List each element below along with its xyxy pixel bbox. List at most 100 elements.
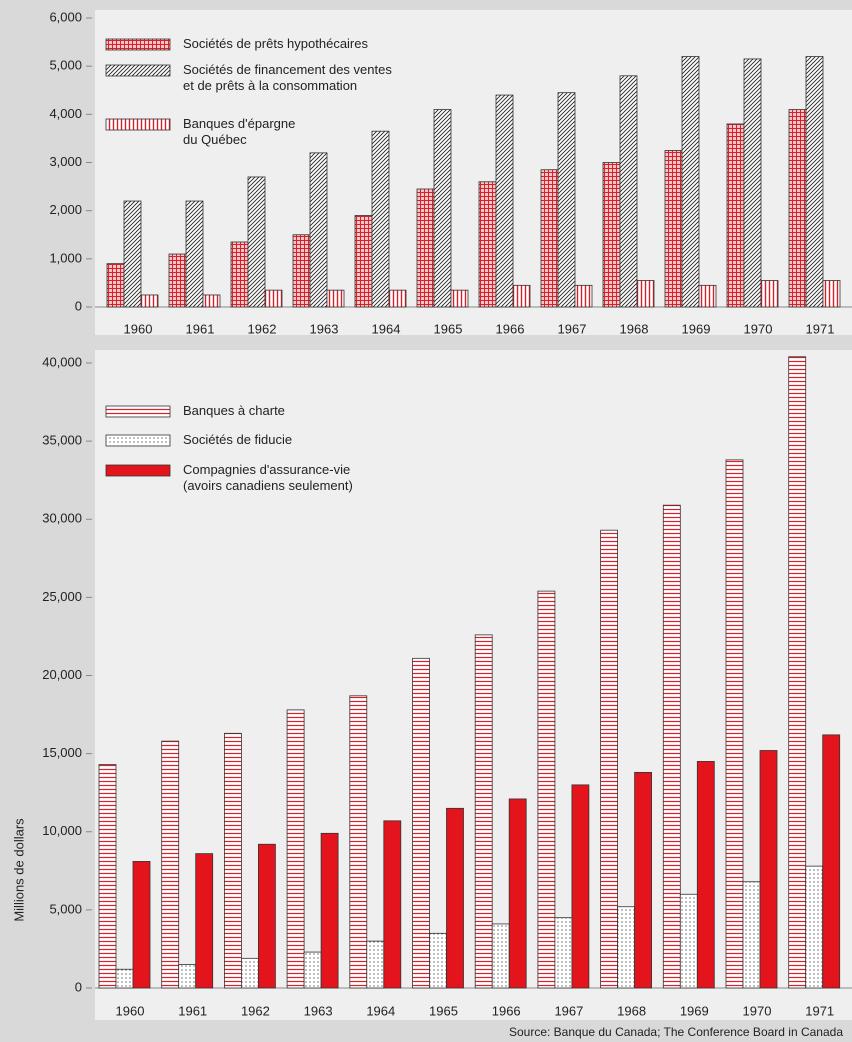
bar bbox=[168, 253, 187, 308]
x-tick-label: 1971 bbox=[806, 321, 835, 336]
y-tick-label: 3,000 bbox=[49, 154, 82, 169]
bar bbox=[223, 732, 242, 989]
y-tick-label: 1,000 bbox=[49, 250, 82, 265]
y-tick-label: 5,000 bbox=[49, 58, 82, 73]
y-tick-label: 6,000 bbox=[49, 9, 82, 24]
y-tick-label: 0 bbox=[75, 979, 82, 994]
x-tick-label: 1966 bbox=[492, 1003, 521, 1018]
legend-swatch bbox=[105, 434, 171, 447]
x-tick-label: 1969 bbox=[682, 321, 711, 336]
bar bbox=[495, 94, 514, 308]
bar bbox=[320, 832, 339, 989]
bar bbox=[383, 820, 402, 989]
bar bbox=[433, 109, 452, 308]
bar bbox=[429, 932, 447, 989]
x-tick-label: 1967 bbox=[554, 1003, 583, 1018]
bar bbox=[696, 761, 715, 989]
bar bbox=[512, 284, 531, 308]
y-tick-label: 5,000 bbox=[49, 901, 82, 916]
legend-swatch bbox=[105, 405, 171, 418]
bar bbox=[371, 130, 390, 308]
legend-swatch bbox=[105, 118, 171, 131]
legend-label: Banques d'épargne du Québec bbox=[183, 116, 296, 147]
y-tick-label: 10,000 bbox=[42, 823, 82, 838]
y-tick-label: 35,000 bbox=[42, 433, 82, 448]
bar bbox=[760, 280, 779, 308]
bar bbox=[354, 215, 373, 308]
legend-label: Sociétés de fiducie bbox=[183, 432, 293, 447]
bar bbox=[195, 853, 214, 989]
bar bbox=[602, 162, 621, 308]
bar bbox=[636, 280, 655, 308]
bar bbox=[132, 861, 151, 989]
bar bbox=[491, 923, 510, 989]
x-tick-label: 1961 bbox=[186, 321, 215, 336]
bar bbox=[264, 289, 283, 308]
bar bbox=[574, 284, 593, 308]
panel-top bbox=[95, 10, 852, 335]
bar bbox=[822, 734, 841, 989]
x-tick-label: 1968 bbox=[617, 1003, 646, 1018]
bar bbox=[634, 771, 652, 989]
y-axis-label: Millions de dollars bbox=[11, 818, 26, 922]
y-tick-label: 20,000 bbox=[42, 667, 82, 682]
y-tick-label: 15,000 bbox=[42, 745, 82, 760]
bar bbox=[161, 740, 180, 989]
bar bbox=[788, 356, 807, 989]
bar bbox=[247, 176, 266, 308]
y-tick-label: 25,000 bbox=[42, 589, 82, 604]
bar bbox=[508, 798, 527, 989]
bar bbox=[115, 968, 134, 989]
legend-swatch bbox=[105, 38, 171, 51]
bar bbox=[286, 709, 305, 989]
bar bbox=[743, 58, 762, 308]
bar bbox=[759, 750, 778, 989]
source: Source: Banque du Canada; The Conference… bbox=[509, 1025, 843, 1039]
y-tick-label: 40,000 bbox=[42, 354, 82, 369]
bar bbox=[292, 234, 311, 308]
x-tick-label: 1970 bbox=[743, 1003, 772, 1018]
bar bbox=[349, 695, 368, 989]
bar bbox=[742, 881, 761, 989]
bar bbox=[309, 152, 328, 308]
bar bbox=[571, 784, 590, 989]
legend-label: Compagnies d'assurance-vie (avoirs canad… bbox=[183, 462, 353, 493]
y-tick-label: 2,000 bbox=[49, 202, 82, 217]
x-tick-label: 1963 bbox=[304, 1003, 333, 1018]
x-tick-label: 1969 bbox=[680, 1003, 709, 1018]
bar bbox=[257, 843, 276, 989]
bar bbox=[664, 150, 683, 308]
bar bbox=[788, 109, 807, 308]
x-tick-label: 1963 bbox=[310, 321, 339, 336]
bar bbox=[366, 940, 385, 989]
bar bbox=[326, 289, 345, 308]
bar bbox=[123, 200, 142, 308]
bar bbox=[679, 893, 698, 989]
bar bbox=[540, 169, 559, 308]
bar bbox=[681, 56, 700, 308]
x-tick-label: 1968 bbox=[620, 321, 649, 336]
bar bbox=[446, 807, 464, 989]
x-tick-label: 1960 bbox=[116, 1003, 145, 1018]
bar bbox=[140, 294, 159, 308]
bar bbox=[416, 188, 435, 308]
bar bbox=[240, 957, 259, 989]
bar bbox=[557, 92, 576, 308]
bar bbox=[412, 657, 430, 989]
bar bbox=[98, 764, 117, 989]
bar bbox=[698, 284, 717, 308]
x-tick-label: 1962 bbox=[241, 1003, 270, 1018]
x-tick-label: 1971 bbox=[805, 1003, 834, 1018]
x-tick-label: 1965 bbox=[429, 1003, 458, 1018]
bar bbox=[178, 964, 197, 989]
legend-swatch bbox=[105, 64, 171, 77]
bar bbox=[388, 289, 407, 308]
bar bbox=[617, 906, 635, 989]
bar bbox=[450, 289, 469, 308]
bar bbox=[106, 263, 125, 308]
bar bbox=[478, 181, 497, 308]
y-tick-label: 0 bbox=[75, 298, 82, 313]
x-tick-label: 1962 bbox=[248, 321, 277, 336]
